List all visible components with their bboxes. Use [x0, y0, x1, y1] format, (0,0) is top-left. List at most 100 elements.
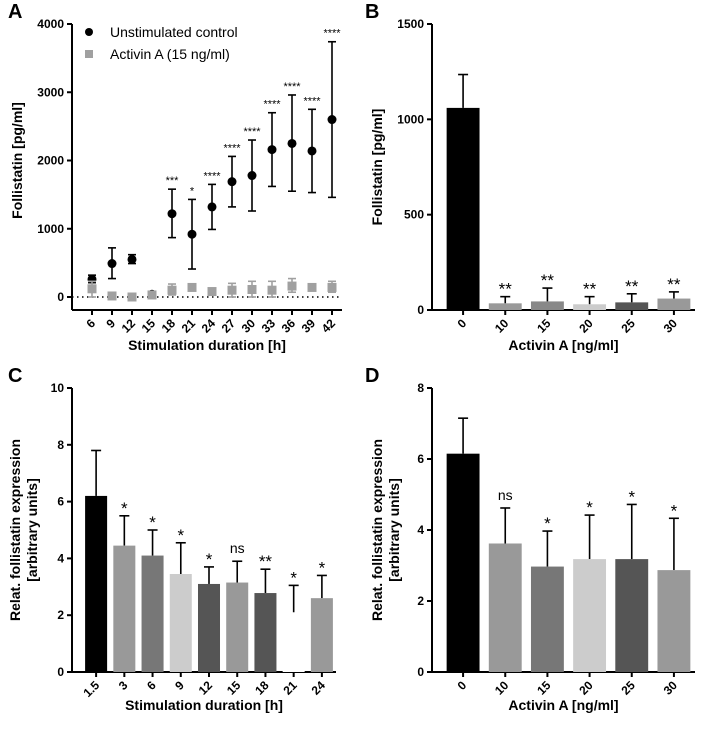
data-point [227, 285, 237, 295]
y-tick-label: 2000 [37, 154, 64, 168]
data-point [207, 202, 217, 212]
y-axis-label: Relat. follistatin expression [7, 439, 23, 621]
data-point [127, 254, 137, 264]
x-tick-label: 30 [661, 316, 681, 336]
y-tick-label: 0 [57, 665, 64, 679]
x-tick-label: 15 [224, 678, 244, 698]
data-point [207, 287, 217, 297]
y-tick-label: 10 [51, 381, 65, 395]
y-tick-label: 8 [417, 381, 424, 395]
significance-label: * [586, 498, 593, 517]
significance-label: ** [583, 280, 597, 299]
significance-label: ** [499, 280, 513, 299]
x-tick-label: 36 [279, 316, 299, 336]
significance-label: **** [323, 28, 341, 40]
significance-label: * [190, 185, 195, 197]
y-tick-label: 3000 [37, 85, 64, 99]
data-point [127, 292, 137, 302]
y-tick-label: 2 [57, 608, 64, 622]
panel-label: D [365, 365, 379, 387]
x-tick-label: 15 [139, 316, 159, 336]
x-tick-label: 0 [455, 316, 470, 331]
x-tick-label: 20 [576, 316, 596, 336]
data-point [167, 209, 177, 219]
significance-label: * [177, 526, 184, 545]
significance-label: ns [230, 540, 245, 556]
legend-label: Unstimulated control [110, 24, 238, 40]
y-tick-label: 500 [404, 208, 424, 222]
bar [657, 298, 691, 310]
y-tick-label: 1000 [397, 112, 424, 126]
data-point [287, 138, 297, 148]
significance-label: ** [541, 271, 555, 290]
x-tick-label: 6 [144, 678, 159, 693]
x-tick-label: 9 [103, 316, 118, 331]
significance-label: * [290, 568, 297, 587]
bar [530, 301, 564, 310]
y-axis-label: Follistatin [pg/ml] [369, 109, 385, 226]
significance-label: * [206, 550, 213, 569]
x-tick-label: 20 [576, 678, 596, 698]
x-tick-label: 25 [619, 678, 639, 698]
y-tick-label: 6 [57, 495, 64, 509]
x-tick-label: 30 [661, 678, 681, 698]
x-tick-label: 15 [534, 316, 554, 336]
x-tick-label: 30 [239, 316, 259, 336]
data-point [87, 284, 97, 294]
significance-label: **** [303, 95, 321, 107]
x-tick-label: 15 [534, 678, 554, 698]
panel-a: A 0 1000 2000 3000 4000 6 9 12 15 18 21 24 27 30 33 36 39… [8, 1, 342, 353]
x-tick-label: 10 [492, 678, 512, 698]
bar [141, 555, 164, 672]
data-point [167, 285, 177, 295]
data-point [147, 290, 157, 300]
x-tick-label: 10 [492, 316, 512, 336]
x-tick-label: 9 [172, 678, 187, 693]
y-axis-label: Relat. follistatin expression [369, 439, 385, 621]
significance-label: * [319, 558, 326, 577]
significance-label: ** [667, 275, 681, 294]
y-axis-label-units: [arbitrary units] [386, 478, 402, 581]
data-point [187, 229, 197, 239]
bar [573, 559, 607, 672]
bar [85, 495, 108, 672]
y-tick-label: 1000 [37, 222, 64, 236]
y-tick-label: 1500 [397, 17, 424, 31]
bar [254, 593, 277, 672]
x-tick-label: 21 [280, 678, 300, 698]
x-tick-label: 12 [119, 316, 139, 336]
x-tick-label: 12 [196, 678, 216, 698]
x-tick-label: 27 [219, 316, 239, 336]
data-point [327, 115, 337, 125]
significance-label: **** [283, 81, 301, 93]
data-point [107, 259, 117, 269]
significance-label: **** [203, 170, 221, 182]
legend-marker [85, 28, 93, 36]
bar [530, 566, 564, 672]
x-axis-label: Activin A [ng/ml] [508, 697, 618, 713]
significance-label: * [121, 499, 128, 518]
x-tick-label: 18 [159, 316, 179, 336]
x-axis-label: Stimulation duration [h] [128, 337, 286, 353]
significance-label: ** [625, 277, 639, 296]
bar [169, 574, 192, 672]
bar [488, 303, 522, 310]
x-tick-label: 0 [455, 678, 470, 693]
bar [446, 107, 480, 310]
data-point [247, 284, 257, 294]
data-point [267, 145, 277, 155]
x-tick-label: 6 [83, 316, 98, 331]
data-point [227, 177, 237, 187]
bar [615, 559, 649, 672]
x-tick-label: 21 [179, 316, 199, 336]
y-tick-label: 0 [57, 290, 64, 304]
y-tick-label: 0 [417, 303, 424, 317]
data-point [107, 291, 117, 301]
panel-label: A [8, 1, 22, 23]
bar [615, 302, 649, 310]
y-tick-label: 8 [57, 438, 64, 452]
data-point [307, 282, 317, 292]
bar [197, 583, 221, 672]
